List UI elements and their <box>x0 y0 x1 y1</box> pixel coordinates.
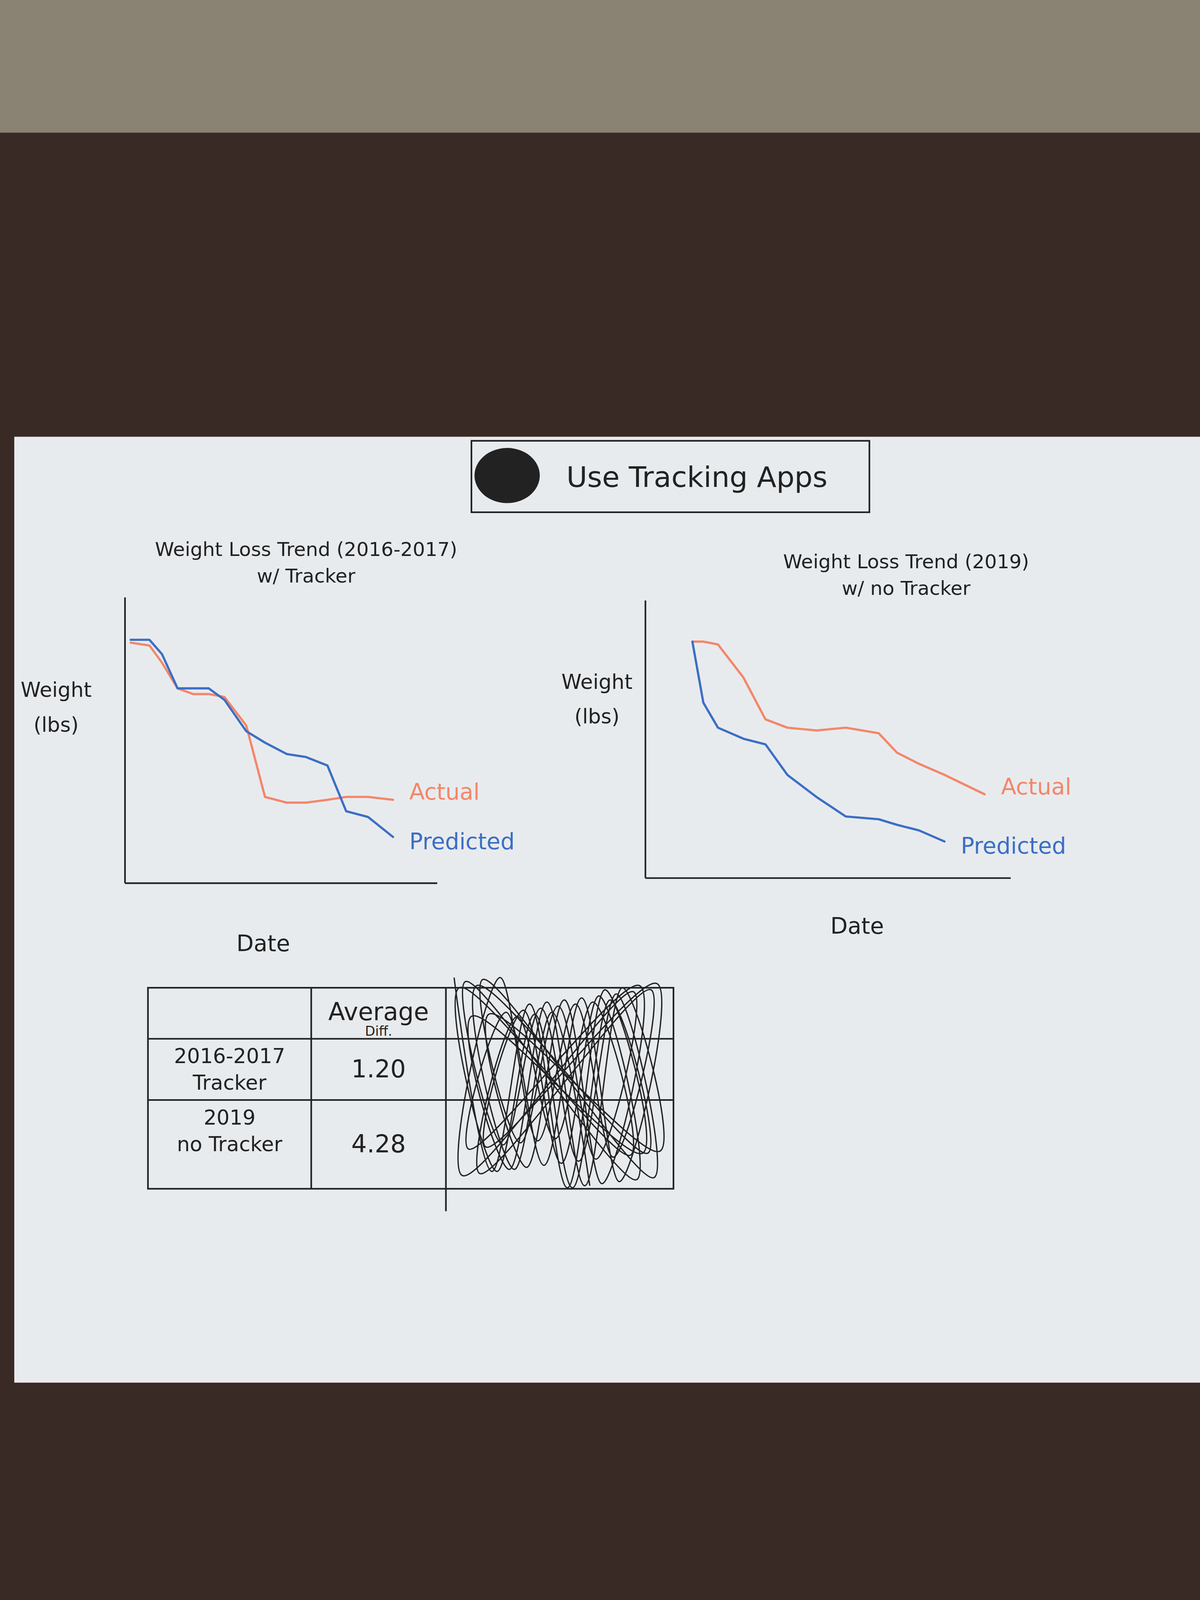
series-label: Actual <box>1000 773 1072 800</box>
x-axis <box>125 882 438 884</box>
series-line <box>692 641 985 795</box>
y-axis <box>124 597 126 884</box>
y-axis-label-part: Weight <box>20 677 92 702</box>
table-row-label: 2019no Tracker <box>176 1105 283 1156</box>
chart-subtitle: w/ no Tracker <box>841 576 971 600</box>
axis-line <box>125 882 438 885</box>
series-label: Predicted <box>409 828 516 855</box>
x-axis-label: Date <box>236 930 291 957</box>
header-scribble <box>474 448 541 504</box>
series-line <box>692 641 945 842</box>
table-header: AverageDiff. <box>328 997 429 1039</box>
chart-title: Weight Loss Trend (2016-2017) <box>154 538 458 561</box>
table-row-label-part: 2016-2017 <box>173 1044 285 1068</box>
page: Use Tracking Apps Weight Loss Trend (2016… <box>0 0 1200 1600</box>
y-axis-label: Weight (lbs) <box>20 677 92 737</box>
table-row-label-part: Tracker <box>192 1070 267 1095</box>
y-axis-label: Weight (lbs) <box>561 669 633 729</box>
chart-title: Weight Loss Trend (2019) <box>782 550 1029 574</box>
header: Use Tracking Apps <box>471 440 870 513</box>
x-axis <box>645 877 1011 879</box>
header-title: Use Tracking Apps <box>566 460 828 494</box>
table-header-part: Average <box>328 997 429 1027</box>
series-line <box>130 642 393 803</box>
table-scribble <box>453 977 664 1188</box>
table-row-label-part: 2019 <box>203 1105 256 1130</box>
chart: Weight Loss Trend (2019)w/ no Tracker Wei… <box>561 550 1072 939</box>
axis-line <box>124 597 126 884</box>
carpet <box>0 0 1200 143</box>
paper <box>14 436 1200 1383</box>
series-label: Predicted <box>960 832 1067 859</box>
plot-area <box>692 641 985 842</box>
y-axis-label-part: Weight <box>561 669 633 694</box>
chart-subtitle: w/ Tracker <box>256 564 356 588</box>
axis-line <box>645 877 1011 879</box>
table-cell: 1.20 <box>351 1054 406 1084</box>
axis-line <box>644 600 647 878</box>
table-row-rule <box>148 1038 674 1040</box>
y-axis-label-part: (lbs) <box>574 704 620 729</box>
plot-area <box>130 639 393 837</box>
y-axis-label-part: (lbs) <box>33 712 79 737</box>
series-line <box>130 639 393 837</box>
table-row-label-part: no Tracker <box>176 1132 283 1156</box>
table-cell: 4.28 <box>351 1129 406 1159</box>
table: AverageDiff. 2016-2017Tracker 1.20 2019no T… <box>148 977 674 1212</box>
table-header-part: Diff. <box>365 1023 393 1039</box>
table-surface <box>0 132 1200 1600</box>
table-column-rule <box>310 987 312 1189</box>
table-row-label: 2016-2017Tracker <box>173 1044 285 1095</box>
x-axis-label: Date <box>830 912 884 939</box>
chart: Weight Loss Trend (2016-2017) w/ Tracker W… <box>20 538 515 956</box>
header-box <box>471 440 870 513</box>
series-label: Actual <box>409 778 480 805</box>
y-axis <box>644 600 647 878</box>
